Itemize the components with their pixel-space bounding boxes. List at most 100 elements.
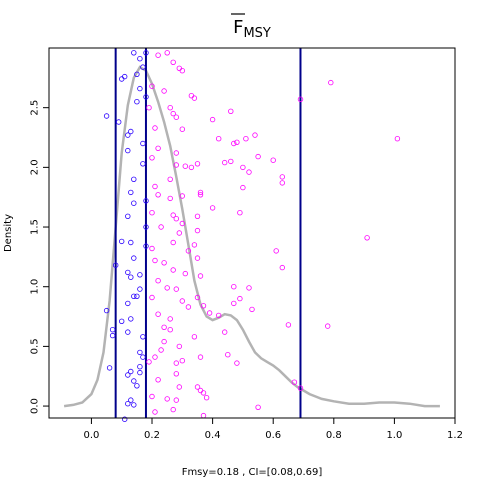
scatter-point — [173, 371, 179, 377]
scatter-point — [134, 71, 140, 77]
scatter-point — [152, 257, 158, 264]
scatter-point — [149, 209, 155, 216]
scatter-point — [137, 286, 143, 292]
scatter-point — [125, 401, 131, 407]
scatter-point — [128, 397, 134, 403]
scatter-point — [364, 235, 370, 241]
scatter-point — [231, 140, 237, 147]
scatter-point — [125, 372, 131, 378]
scatter-point — [273, 248, 279, 254]
x-tick-label: 0.8 — [326, 430, 342, 441]
scatter-point — [228, 108, 234, 114]
scatter-point — [140, 140, 146, 147]
scatter-point — [170, 239, 176, 246]
scatter-point — [209, 116, 216, 123]
scatter-point — [197, 354, 204, 360]
scatter-point — [164, 285, 170, 291]
y-tick-label: 0.5 — [30, 338, 41, 354]
scatter-point — [179, 358, 185, 364]
scatter-point — [170, 406, 176, 413]
scatter-point — [200, 390, 207, 396]
chart-title-subscript: MSY — [243, 26, 270, 41]
scatter-point — [140, 334, 146, 340]
scatter-point — [170, 212, 176, 218]
x-tick-label: 0.4 — [205, 430, 221, 441]
x-tick-label: 1.0 — [386, 430, 402, 441]
scatter-point — [328, 79, 334, 86]
scatter-point — [125, 132, 131, 138]
y-tick-label: 1.0 — [30, 279, 41, 295]
scatter-point — [176, 384, 182, 390]
scatter-point — [137, 369, 143, 376]
scatter-point — [167, 195, 173, 202]
scatter-point — [215, 312, 222, 319]
scatter-point — [325, 323, 331, 329]
scatter-point — [197, 192, 204, 198]
scatter-point — [131, 176, 137, 182]
y-tick-label: 0.0 — [30, 398, 41, 414]
scatter-point — [118, 76, 125, 82]
scatter-point — [106, 365, 113, 371]
scatter-point — [152, 409, 158, 415]
x-tick-label: 0.6 — [265, 430, 281, 441]
scatter-point — [234, 139, 240, 145]
scatter-point — [194, 213, 201, 219]
scatter-point — [118, 318, 125, 324]
scatter-point — [179, 126, 185, 132]
scatter-point — [200, 412, 207, 419]
scatter-point — [152, 183, 158, 190]
scatter-point — [128, 189, 134, 196]
scatter-point — [121, 73, 128, 80]
scatter-point — [206, 310, 213, 316]
scatter-point — [155, 311, 161, 317]
x-tick-label: 0.2 — [144, 430, 160, 441]
scatter-point — [164, 396, 170, 402]
scatter-point — [155, 52, 161, 58]
scatter-point — [237, 209, 243, 216]
scatter-point — [149, 155, 155, 161]
scatter-point — [234, 360, 240, 366]
scatter-point — [194, 255, 201, 261]
scatter-point — [131, 402, 137, 408]
scatter-point — [125, 300, 131, 307]
scatter-point — [121, 416, 128, 422]
scatter-point — [167, 104, 173, 111]
scatter-point — [297, 96, 304, 102]
x-tick-label: 0.0 — [83, 430, 99, 441]
scatter-point — [221, 159, 228, 166]
scatter-point — [291, 379, 298, 385]
scatter-point — [103, 113, 110, 119]
scatter-point — [246, 285, 252, 291]
scatter-point — [191, 95, 198, 101]
scatter-point — [240, 184, 246, 191]
scatter-point — [249, 306, 255, 313]
scatter-point — [146, 359, 152, 365]
scatter-point — [128, 368, 134, 375]
scatter-point — [149, 83, 155, 89]
scatter-point — [134, 293, 140, 299]
scatter-point — [155, 192, 161, 198]
y-tick-label: 2.5 — [30, 100, 41, 116]
y-axis-title: Density — [3, 214, 14, 252]
scatter-point — [115, 119, 122, 125]
scatter-point — [103, 307, 110, 314]
scatter-point — [158, 224, 164, 230]
chart-title: FMSY — [233, 17, 271, 41]
scatter-point — [197, 387, 204, 394]
scatter-point — [137, 56, 143, 62]
scatter-point — [140, 161, 146, 167]
scatter-point — [252, 132, 258, 138]
scatter-point — [137, 364, 143, 370]
scatter-point — [285, 322, 292, 328]
scatter-point — [170, 59, 176, 65]
scatter-point — [167, 327, 173, 333]
scatter-point — [131, 255, 137, 261]
y-tick-label: 1.5 — [30, 219, 41, 235]
scatter-point — [173, 360, 179, 366]
plot-border — [48, 47, 456, 419]
scatter-point — [149, 245, 155, 252]
scatter-point — [161, 88, 167, 94]
scatter-point — [170, 267, 176, 273]
scatter-point — [137, 85, 143, 92]
scatter-point — [179, 298, 185, 304]
